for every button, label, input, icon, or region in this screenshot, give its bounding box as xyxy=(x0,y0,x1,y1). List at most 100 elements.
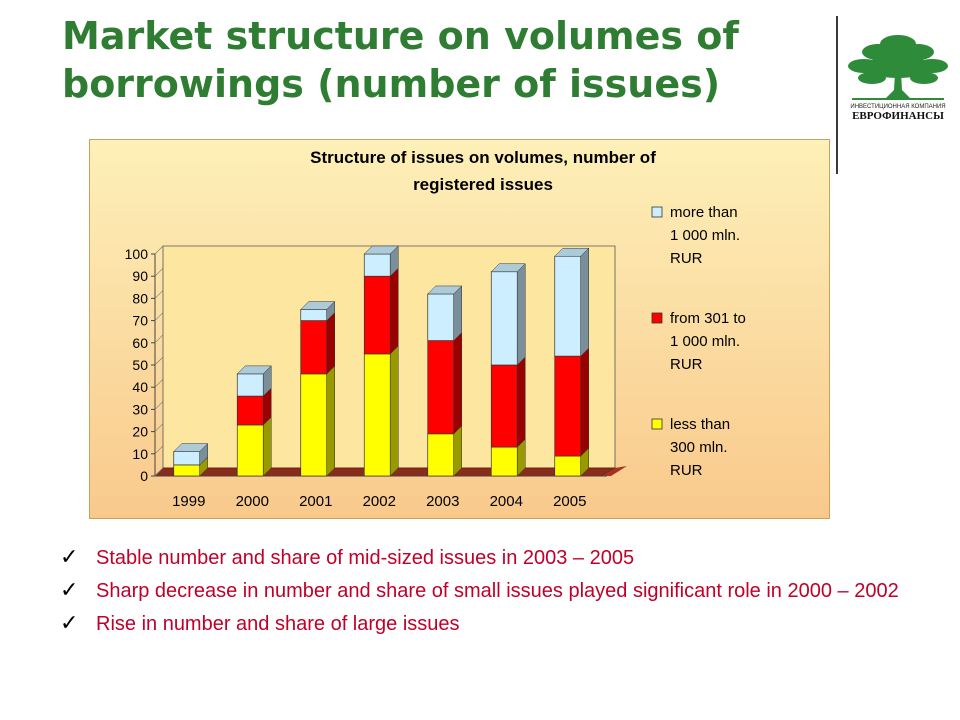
y-tick-diagonal xyxy=(154,245,164,255)
bar-segment xyxy=(173,451,201,466)
checkmark-icon: ✓ xyxy=(60,578,79,603)
y-tick-label: 30 xyxy=(132,401,148,417)
bar-segment xyxy=(554,455,582,477)
bar-top-cap xyxy=(363,245,399,255)
y-tick-label: 80 xyxy=(132,290,148,306)
bar-segment-side xyxy=(326,311,335,375)
bar-top-cap xyxy=(554,247,590,257)
bar-segment xyxy=(236,373,264,397)
bar-segment xyxy=(554,255,582,357)
y-tick-label: 100 xyxy=(125,246,149,262)
y-tick-diagonal xyxy=(154,401,164,410)
x-tick-label: 2003 xyxy=(426,493,459,510)
bar-segment xyxy=(427,293,455,341)
logo-caption-name: ЕВРОФИНАНСЫ xyxy=(852,110,944,122)
bullet-item: ✓ Sharp decrease in number and share of s… xyxy=(60,578,940,604)
tree-icon: ИНВЕСТИЦИОННАЯ КОМПАНИЯ ЕВРОФИНАНСЫ xyxy=(848,35,948,122)
slide-title: Market structure on volumes of borrowing… xyxy=(62,14,739,106)
bar-segment xyxy=(300,309,328,321)
legend-label: 1 000 mln. xyxy=(670,333,740,350)
bar-segment xyxy=(236,424,264,477)
bullet-item: ✓ Rise in number and share of large issue… xyxy=(60,611,940,637)
x-tick-label: 2001 xyxy=(299,493,332,510)
y-tick-diagonal xyxy=(154,445,164,455)
bar-segment-side xyxy=(580,347,589,457)
bar-segment-side xyxy=(390,345,399,477)
bullet-list: ✓ Stable number and share of mid-sized is… xyxy=(60,545,940,645)
legend-label: less than xyxy=(670,416,730,433)
checkmark-icon: ✓ xyxy=(60,611,79,636)
y-tick-diagonal xyxy=(154,378,164,388)
bar-segment xyxy=(427,433,455,477)
bar-top-cap xyxy=(236,365,272,375)
legend-swatch xyxy=(651,418,663,430)
legend-label: 1 000 mln. xyxy=(670,227,740,244)
y-tick-label: 0 xyxy=(140,468,148,484)
bar-top-cap xyxy=(427,285,463,295)
y-tick-diagonal xyxy=(154,356,164,366)
divider-line xyxy=(836,16,838,174)
bar-segment-side xyxy=(263,416,272,477)
y-tick-label: 90 xyxy=(132,268,148,284)
checkmark-icon: ✓ xyxy=(60,545,79,570)
y-tick-label: 60 xyxy=(132,335,148,351)
bar-segment-side xyxy=(390,267,399,355)
bar-segment xyxy=(300,320,328,375)
bar-segment xyxy=(554,355,582,457)
x-tick-label: 2004 xyxy=(490,493,523,510)
y-tick-label: 10 xyxy=(132,446,148,462)
y-tick-label: 50 xyxy=(132,357,148,373)
y-tick-diagonal xyxy=(154,423,164,432)
x-tick-label: 1999 xyxy=(172,493,205,510)
legend-label: 300 mln. xyxy=(670,439,728,456)
legend-label: more than xyxy=(670,204,738,221)
plot-floor-edge xyxy=(601,466,627,476)
bar-segment-side xyxy=(326,365,335,477)
bar-top-cap xyxy=(300,301,336,310)
chart-title-line-1: Structure of issues on volumes, number o… xyxy=(310,148,656,167)
bar-segment xyxy=(236,395,264,426)
legend-label: RUR xyxy=(670,250,703,267)
bar-segment-side xyxy=(453,425,462,477)
company-logo: ИНВЕСТИЦИОННАЯ КОМПАНИЯ ЕВРОФИНАНСЫ xyxy=(842,28,954,123)
chart-panel: Structure of issues on volumes, number o… xyxy=(89,139,830,524)
bar-segment-side xyxy=(517,263,526,366)
bullet-text: Sharp decrease in number and share of sm… xyxy=(96,580,899,602)
bar-segment-side xyxy=(517,356,526,448)
bar-segment xyxy=(427,340,455,435)
bar-segment xyxy=(300,373,328,477)
bullet-text: Rise in number and share of large issues xyxy=(96,613,460,635)
bullet-text: Stable number and share of mid-sized iss… xyxy=(96,547,635,569)
bar-segment xyxy=(490,364,518,448)
y-tick-diagonal xyxy=(154,267,164,277)
y-tick-diagonal xyxy=(154,290,164,299)
bar-segment xyxy=(363,253,391,277)
legend-label: RUR xyxy=(670,356,703,373)
legend-swatch xyxy=(651,312,663,324)
chart: Structure of issues on volumes, number o… xyxy=(89,139,830,519)
bullet-item: ✓ Stable number and share of mid-sized is… xyxy=(60,545,940,571)
y-tick-diagonal xyxy=(154,334,164,344)
y-tick-label: 20 xyxy=(132,424,148,440)
y-tick-diagonal xyxy=(154,467,164,477)
bar-segment xyxy=(363,275,391,355)
logo-caption-top: ИНВЕСТИЦИОННАЯ КОМПАНИЯ xyxy=(850,104,945,110)
legend-swatch xyxy=(651,206,663,218)
bar-segment xyxy=(363,353,391,477)
x-tick-label: 2000 xyxy=(236,493,269,510)
bar-top-cap xyxy=(173,443,209,452)
legend-label: from 301 to xyxy=(670,310,746,327)
y-tick-label: 70 xyxy=(132,313,148,329)
legend-label: RUR xyxy=(670,462,703,479)
bar-segment-side xyxy=(453,285,462,342)
y-tick-diagonal xyxy=(154,312,164,321)
bar-segment xyxy=(490,446,518,477)
chart-title-line-2: registered issues xyxy=(413,175,553,194)
bar-segment-side xyxy=(453,331,462,435)
y-tick-label: 40 xyxy=(132,379,148,395)
bar-segment-side xyxy=(580,247,589,357)
bar-top-cap xyxy=(490,263,526,273)
x-tick-label: 2005 xyxy=(553,493,586,510)
bar-segment xyxy=(173,464,201,477)
bar-segment xyxy=(490,271,518,366)
